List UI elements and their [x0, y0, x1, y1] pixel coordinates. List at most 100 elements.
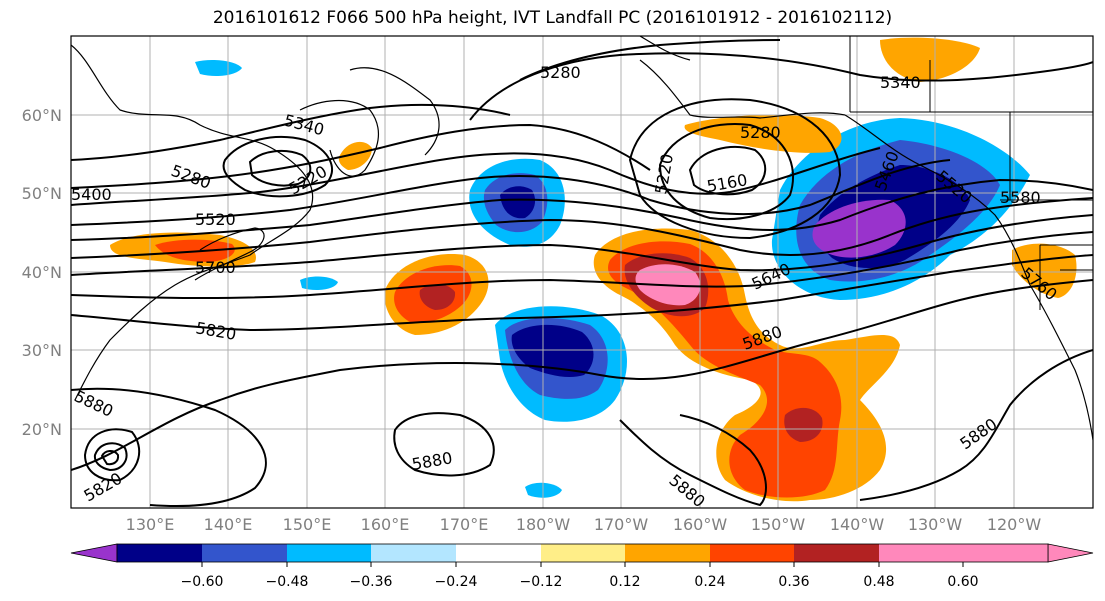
- colorbar-segment: [541, 544, 625, 562]
- colorbar-tick-label: 0.48: [863, 574, 894, 590]
- contour-5880-west-subtropic: [71, 387, 267, 507]
- contour-5580: [71, 178, 1093, 241]
- contour-5280-ring: [628, 98, 842, 240]
- latitude-labels: 60°N 50°N 40°N 30°N 20°N: [22, 106, 62, 439]
- lon-label: 130°W: [908, 515, 963, 534]
- colorbar-tick-labels: −0.60 −0.48 −0.36 −0.24 −0.12 0.12 0.24 …: [181, 574, 979, 590]
- contour-5880-north: [71, 279, 1093, 471]
- colorbar-tick-label: 0.24: [694, 574, 725, 590]
- contour-5700: [71, 214, 1093, 276]
- contour-label: 5280: [740, 123, 781, 142]
- contour-label: 5340: [880, 73, 921, 92]
- lat-label: 30°N: [22, 341, 62, 360]
- ivt-negative-region-east-max: [812, 199, 906, 258]
- coastline-arctic: [639, 36, 691, 61]
- border-canada-province: [929, 60, 1011, 200]
- contour-5460: [71, 147, 881, 206]
- colorbar-extend-max: [1047, 543, 1094, 563]
- colorbar-segment: [794, 544, 879, 562]
- lon-label: 150°E: [283, 515, 332, 534]
- political-borders: [849, 36, 1093, 310]
- ivt-negative-region-siberia: [195, 60, 242, 76]
- colorbar-segment: [625, 544, 710, 562]
- gridlines: [71, 36, 1093, 508]
- lon-label: 120°W: [987, 515, 1042, 534]
- colorbar-tick-label: −0.12: [520, 574, 563, 590]
- colorbar-tick-label: 0.12: [609, 574, 640, 590]
- lon-label: 160°W: [673, 515, 728, 534]
- lon-label: 130°E: [126, 515, 175, 534]
- colorbar-ticks: [201, 562, 964, 567]
- lon-label: 150°W: [751, 515, 806, 534]
- contour-label: 5580: [1000, 188, 1041, 207]
- contour-5400: [71, 123, 651, 189]
- coastline-north-america: [844, 114, 1093, 441]
- colorbar-segment: [456, 544, 541, 562]
- ivt-positive-region-arctic: [880, 37, 980, 82]
- contour-low-west-2: [100, 450, 120, 466]
- coastline-asia: [71, 44, 314, 401]
- ivt-positive-region-west-core: [419, 284, 456, 310]
- lat-label: 50°N: [22, 184, 62, 203]
- lon-label: 170°E: [440, 515, 489, 534]
- colorbar: −0.60 −0.48 −0.36 −0.24 −0.12 0.12 0.24 …: [70, 543, 1094, 590]
- ivt-positive-region-south-core: [784, 407, 823, 442]
- ivt-negative-region-dateline-core: [500, 186, 536, 219]
- contour-5340-north: [469, 52, 1093, 121]
- contour-label: 5400: [71, 185, 112, 204]
- colorbar-segment: [287, 544, 371, 562]
- contour-low-west-1: [93, 442, 128, 472]
- map-frame: [70, 35, 1094, 509]
- colorbar-tick-label: −0.36: [350, 574, 393, 590]
- longitude-labels: 130°E 140°E 150°E 160°E 170°E 180°W 170°…: [126, 515, 1042, 534]
- ivt-positive-region-kamchatka: [338, 141, 372, 170]
- coastline-kamchatka: [299, 99, 379, 177]
- coastlines: [71, 36, 1093, 441]
- contour-5220-ring: [658, 123, 795, 221]
- colorbar-outline: [116, 543, 1049, 563]
- lon-label: 160°E: [361, 515, 410, 534]
- contour-5880-small: [393, 412, 495, 477]
- map-area: 5280 5340 5340 5280 5220 5280 5220 5160 …: [71, 36, 1093, 508]
- colorbar-tick-label: −0.24: [435, 574, 478, 590]
- height-contours: [71, 39, 1093, 507]
- coastline-siberia-north: [349, 67, 440, 156]
- contour-low-west-3: [83, 428, 141, 482]
- colorbar-tick-label: 0.60: [947, 574, 978, 590]
- colorbar-extend-min: [70, 543, 118, 563]
- contour-5280-north: [519, 39, 781, 81]
- contour-5220-low: [248, 149, 312, 187]
- colorbar-segment: [202, 544, 287, 562]
- contour-5640: [71, 197, 1093, 259]
- lat-label: 60°N: [22, 106, 62, 125]
- contour-label: 5520: [195, 210, 236, 229]
- contour-5880-south: [619, 414, 767, 507]
- border-state: [1039, 244, 1093, 310]
- contour-5340: [71, 103, 511, 161]
- contour-5880-east: [859, 349, 1093, 501]
- contour-5160-low: [688, 145, 767, 196]
- lon-label: 170°W: [594, 515, 649, 534]
- lon-label: 180°W: [516, 515, 571, 534]
- contour-5280-low: [222, 136, 334, 198]
- ivt-negative-region-small: [300, 276, 338, 290]
- colorbar-tick-label: −0.60: [181, 574, 224, 590]
- lat-label: 40°N: [22, 263, 62, 282]
- coastline-japan: [194, 227, 265, 281]
- colorbar-segment: [710, 544, 794, 562]
- colorbar-segment: [963, 544, 1048, 562]
- coastline-alaska: [639, 59, 846, 119]
- contour-5520: [71, 159, 951, 226]
- lon-label: 140°E: [204, 515, 253, 534]
- map-title: 2016101612 F066 500 hPa height, IVT Land…: [212, 8, 893, 28]
- lon-label: 140°W: [830, 515, 885, 534]
- colorbar-tick-label: 0.36: [778, 574, 809, 590]
- ivt-negative-region-subtropic-core: [511, 324, 594, 378]
- colorbar-segment: [879, 544, 963, 562]
- contour-5760: [71, 231, 1093, 300]
- contour-label: 5700: [195, 258, 236, 277]
- colorbar-segment: [117, 544, 202, 562]
- contour-5820: [71, 254, 1093, 332]
- colorbar-tick-label: −0.48: [266, 574, 309, 590]
